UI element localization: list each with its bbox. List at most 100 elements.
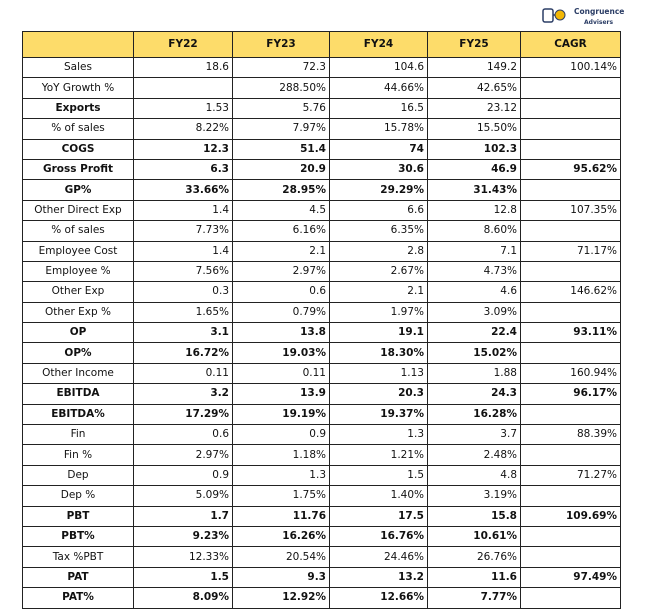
cell: 88.39% xyxy=(520,424,621,446)
cell xyxy=(520,587,621,609)
cell: 1.40% xyxy=(329,485,428,507)
cell: 3.09% xyxy=(427,301,521,324)
table-row: Other Exp 0.3 0.6 2.1 4.6 146.62% xyxy=(22,281,621,303)
cell: 3.7 xyxy=(427,424,521,446)
cell: 11.6 xyxy=(427,566,521,589)
cell: 26.76% xyxy=(427,546,521,568)
row-label: % of sales xyxy=(22,118,134,140)
row-label: Employee Cost xyxy=(22,240,134,262)
cell: 33.66% xyxy=(133,179,233,201)
table-row: % of sales 8.22% 7.97% 15.78% 15.50% xyxy=(22,118,621,140)
cell: 46.9 xyxy=(427,158,521,181)
cell xyxy=(133,77,233,99)
row-label: Other Exp xyxy=(22,281,134,303)
cell: 16.26% xyxy=(232,525,330,548)
cell: 8.22% xyxy=(133,118,233,140)
cell: 15.02% xyxy=(427,342,521,364)
cell: 9.3 xyxy=(232,566,330,589)
row-label: OP% xyxy=(22,342,134,364)
cell: 7.1 xyxy=(427,240,521,262)
cell: 12.33% xyxy=(133,546,233,568)
row-label: PAT% xyxy=(22,587,134,609)
cell: 3.1 xyxy=(133,322,233,344)
row-label: COGS xyxy=(22,138,134,160)
row-label: Dep % xyxy=(22,485,134,507)
cell xyxy=(520,138,621,160)
cell: 24.46% xyxy=(329,546,428,568)
cell: 0.11 xyxy=(232,362,330,385)
table-row: OP% 16.72% 19.03% 18.30% 15.02% xyxy=(22,342,621,364)
cell: 1.53 xyxy=(133,97,233,120)
cell: 20.3 xyxy=(329,383,428,405)
cell: 9.23% xyxy=(133,525,233,548)
cell xyxy=(520,444,621,466)
cell: 3.19% xyxy=(427,485,521,507)
cell: 12.8 xyxy=(427,199,521,222)
cell: 0.9 xyxy=(232,424,330,446)
cell: 107.35% xyxy=(520,199,621,222)
table-row: PAT 1.5 9.3 13.2 11.6 97.49% xyxy=(22,566,621,589)
cell: 15.50% xyxy=(427,118,521,140)
table-row: GP% 33.66% 28.95% 29.29% 31.43% xyxy=(22,179,621,201)
cell: 109.69% xyxy=(520,505,621,527)
cell: 100.14% xyxy=(520,56,621,79)
cell: 1.13 xyxy=(329,362,428,385)
cell: 44.66% xyxy=(329,77,428,99)
cell xyxy=(520,546,621,568)
cell: 74 xyxy=(329,138,428,160)
cell: 28.95% xyxy=(232,179,330,201)
cell: 17.5 xyxy=(329,505,428,527)
cell: 1.7 xyxy=(133,505,233,527)
cell: 1.5 xyxy=(329,464,428,487)
cell: 93.11% xyxy=(520,322,621,344)
cell: 6.35% xyxy=(329,220,428,242)
row-label: PBT xyxy=(22,505,134,527)
cell: 8.09% xyxy=(133,587,233,609)
cell: 2.97% xyxy=(232,260,330,283)
table-row: Dep 0.9 1.3 1.5 4.8 71.27% xyxy=(22,464,621,487)
row-label: OP xyxy=(22,322,134,344)
cell xyxy=(520,525,621,548)
cell: 2.97% xyxy=(133,444,233,466)
cell: 8.60% xyxy=(427,220,521,242)
row-label: Tax %PBT xyxy=(22,546,134,568)
cell: 0.9 xyxy=(133,464,233,487)
logo: Congruence Advisers xyxy=(542,7,624,26)
table-row: Dep % 5.09% 1.75% 1.40% 3.19% xyxy=(22,485,621,507)
cell: 97.49% xyxy=(520,566,621,589)
table-row: PAT% 8.09% 12.92% 12.66% 7.77% xyxy=(22,587,621,609)
cell: 5.09% xyxy=(133,485,233,507)
row-label: % of sales xyxy=(22,220,134,242)
column-header: FY23 xyxy=(232,31,330,58)
table-row: YoY Growth % 288.50% 44.66% 42.65% xyxy=(22,77,621,99)
cell: 2.67% xyxy=(329,260,428,283)
cell: 4.5 xyxy=(232,199,330,222)
cell: 4.6 xyxy=(427,281,521,303)
cell: 7.97% xyxy=(232,118,330,140)
cell xyxy=(520,260,621,283)
table-row: Exports 1.53 5.76 16.5 23.12 xyxy=(22,97,621,120)
cell: 18.30% xyxy=(329,342,428,364)
cell: 24.3 xyxy=(427,383,521,405)
cell: 1.3 xyxy=(232,464,330,487)
table-row: COGS 12.3 51.4 74 102.3 xyxy=(22,138,621,160)
cell: 5.76 xyxy=(232,97,330,120)
cell: 19.19% xyxy=(232,403,330,426)
cell: 16.28% xyxy=(427,403,521,426)
cell: 16.76% xyxy=(329,525,428,548)
cell: 11.76 xyxy=(232,505,330,527)
cell: 71.27% xyxy=(520,464,621,487)
cell: 31.43% xyxy=(427,179,521,201)
cell: 0.6 xyxy=(232,281,330,303)
cell: 1.4 xyxy=(133,199,233,222)
logo-subname: Advisers xyxy=(584,19,614,26)
cell xyxy=(520,97,621,120)
column-header: CAGR xyxy=(520,31,621,58)
row-label: PBT% xyxy=(22,525,134,548)
cell: 3.2 xyxy=(133,383,233,405)
cell: 19.03% xyxy=(232,342,330,364)
table-row: Gross Profit 6.3 20.9 30.6 46.9 95.62% xyxy=(22,158,621,181)
cell xyxy=(520,179,621,201)
cell: 51.4 xyxy=(232,138,330,160)
